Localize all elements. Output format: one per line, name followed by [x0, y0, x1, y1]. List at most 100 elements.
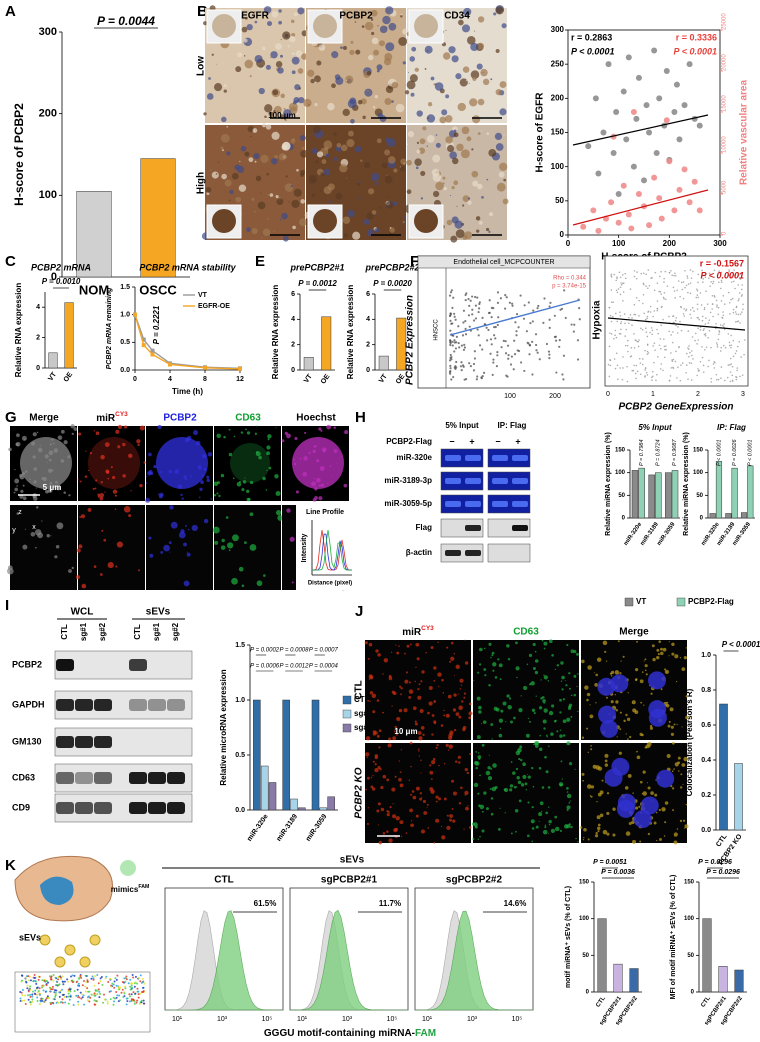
image-texture	[249, 544, 257, 551]
image-texture	[199, 487, 203, 491]
annotation: r = -0.1567	[700, 258, 744, 268]
image-texture	[59, 989, 62, 992]
image-texture	[382, 711, 384, 714]
image-texture	[23, 999, 26, 1002]
image-texture	[316, 151, 324, 158]
histogram-sample	[415, 910, 533, 1011]
plot-frame	[417, 255, 591, 389]
image-texture	[744, 339, 746, 341]
image-texture	[426, 114, 436, 123]
image-texture	[261, 46, 266, 51]
image-texture	[683, 655, 688, 660]
image-texture	[618, 271, 621, 274]
image-texture	[478, 307, 481, 310]
image-texture	[614, 694, 616, 696]
image-texture	[387, 156, 396, 164]
group-header: sEVs	[340, 855, 365, 866]
image-texture	[538, 747, 543, 752]
image-texture	[491, 69, 493, 71]
image-texture	[236, 481, 242, 487]
image-texture	[618, 332, 621, 335]
image-texture	[522, 317, 526, 320]
image-texture	[582, 779, 585, 782]
point	[595, 170, 602, 177]
image-texture	[651, 276, 653, 279]
y-axis-label: Relative RNA expression	[346, 285, 355, 380]
image-texture	[610, 700, 614, 704]
image-texture	[345, 79, 348, 81]
image-texture	[445, 29, 447, 32]
image-texture	[333, 157, 338, 161]
image-texture	[659, 368, 662, 370]
image-texture	[465, 79, 468, 82]
image-texture	[644, 746, 648, 749]
image-texture	[698, 318, 701, 321]
image-texture	[476, 328, 479, 331]
image-texture	[576, 685, 578, 688]
image-texture	[616, 277, 618, 280]
image-texture	[578, 307, 581, 310]
image-texture	[112, 489, 118, 494]
image-texture	[292, 225, 296, 230]
image-texture	[399, 771, 402, 774]
image-texture	[228, 452, 233, 457]
image-texture	[335, 76, 344, 85]
image-texture	[475, 216, 481, 221]
image-texture	[431, 733, 434, 736]
image-texture	[90, 993, 93, 996]
image-texture	[721, 316, 723, 319]
row-label: miR-3189-3p	[384, 476, 432, 485]
image-texture	[449, 291, 453, 294]
image-texture	[639, 840, 642, 843]
image-texture	[496, 323, 499, 327]
image-texture	[675, 350, 677, 353]
image-texture	[660, 647, 663, 651]
image-texture	[466, 771, 470, 775]
image-texture	[531, 708, 536, 712]
image-texture	[490, 343, 493, 346]
image-texture	[430, 76, 435, 81]
image-texture	[649, 331, 651, 334]
image-texture	[679, 295, 681, 298]
image-tile	[78, 426, 145, 501]
image-texture	[114, 977, 117, 980]
inset-core	[313, 14, 337, 38]
image-texture	[293, 100, 297, 105]
image-texture	[615, 336, 618, 339]
image-texture	[610, 333, 613, 335]
image-texture	[253, 153, 260, 160]
image-texture	[477, 334, 480, 337]
image-texture	[638, 339, 640, 341]
image-texture	[595, 831, 598, 835]
gel-band	[465, 501, 481, 507]
image-texture	[514, 830, 517, 833]
image-texture	[539, 734, 542, 737]
image-texture	[244, 477, 246, 479]
image-texture	[629, 355, 632, 358]
image-texture	[471, 170, 479, 178]
image-texture	[19, 991, 22, 994]
image-texture	[387, 743, 392, 748]
image-texture	[691, 307, 694, 309]
image-texture	[519, 745, 523, 749]
image-texture	[129, 985, 132, 988]
image-texture	[134, 981, 137, 984]
image-texture	[642, 770, 646, 774]
chart-title: PCBP2 mRNA stability	[139, 262, 236, 272]
image-texture	[627, 322, 630, 325]
image-texture	[163, 544, 170, 552]
histogram-title: CTL	[214, 875, 233, 886]
image-texture	[587, 751, 589, 754]
image-texture	[464, 639, 466, 641]
image-texture	[530, 681, 535, 686]
image-texture	[728, 344, 731, 347]
image-texture	[697, 339, 700, 341]
image-texture	[396, 733, 398, 736]
tick-label: 10⁵	[512, 1016, 523, 1023]
label: sEVs	[19, 932, 41, 942]
image-texture	[470, 89, 478, 98]
image-texture	[206, 93, 214, 100]
image-texture	[582, 838, 585, 841]
image-texture	[42, 985, 45, 988]
image-texture	[681, 763, 686, 767]
